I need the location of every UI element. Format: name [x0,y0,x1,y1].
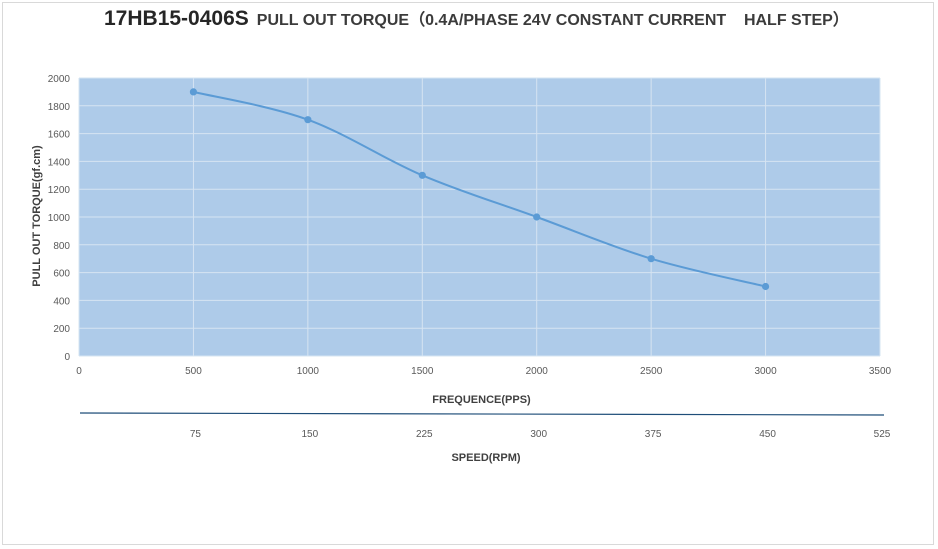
speed-tick-label: 150 [302,429,319,440]
y-axis-ticks: 0 200 400 600 800 1000 1200 1400 1600 1800 2000 [48,74,71,363]
x-tick-label: 2500 [640,366,663,377]
x-tick-label: 3500 [869,366,892,377]
x-tick-label: 500 [185,366,202,377]
speed-tick-label: 450 [759,429,776,440]
y-tick-label: 400 [53,296,70,307]
x-axis-ticks: 0 500 1000 1500 2000 2500 3000 3500 [76,366,891,377]
y-tick-label: 1200 [48,185,71,196]
speed-axis-line [79,412,885,416]
speed-tick-label: 375 [645,429,662,440]
y-tick-label: 1800 [48,102,71,113]
y-tick-label: 2000 [48,74,71,85]
data-point [647,255,655,263]
speed-axis-ticks: 75 150 225 300 375 450 525 [190,429,891,440]
y-tick-label: 1600 [48,130,71,141]
y-tick-label: 600 [53,269,70,280]
x-tick-label: 0 [76,366,82,377]
speed-tick-label: 300 [530,429,547,440]
gridlines [78,77,881,357]
speed-tick-label: 225 [416,429,433,440]
speed-tick-label: 75 [190,429,202,440]
data-point [189,88,198,96]
x-axis-label: FREQUENCE(PPS) [432,394,531,406]
data-point [304,116,312,124]
y-tick-label: 1000 [48,213,71,224]
x-tick-label: 3000 [754,366,777,377]
data-point [418,171,426,179]
speed-axis-label: SPEED(RPM) [451,452,520,464]
x-tick-label: 1000 [297,366,320,377]
chart-title: 17HB15-0406S PULL OUT TORQUE（0.4A/PHASE 2… [104,6,849,31]
x-tick-label: 2000 [526,366,549,377]
data-points [189,88,770,291]
x-tick-label: 1500 [411,366,434,377]
chart-subtitle: PULL OUT TORQUE（0.4A/PHASE 24V CONSTANT … [256,12,849,29]
speed-tick-label: 525 [874,429,891,440]
data-point [761,282,770,291]
series-line [193,90,766,288]
y-axis-label: PULL OUT TORQUE(gf.cm) [31,145,43,287]
y-tick-label: 800 [53,241,70,252]
y-tick-label: 200 [53,324,70,335]
data-point [533,213,541,221]
y-tick-label: 0 [64,352,70,363]
y-tick-label: 1400 [48,157,71,168]
motor-model: 17HB15-0406S [104,7,249,30]
